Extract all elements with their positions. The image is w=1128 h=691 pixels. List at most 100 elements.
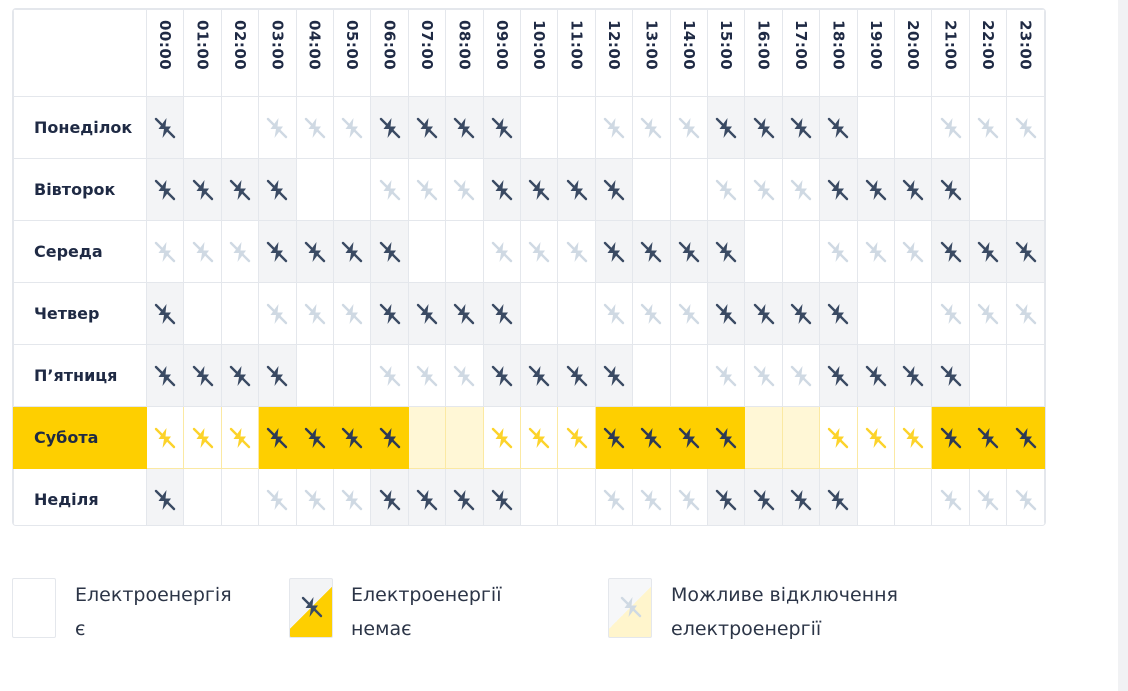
page-scrollbar[interactable] xyxy=(1118,0,1128,691)
power-on-cell xyxy=(407,220,447,283)
outage-cell xyxy=(445,468,484,525)
power-on-cell xyxy=(669,158,709,221)
possible-outage-icon xyxy=(752,364,776,388)
outage-cell xyxy=(594,406,634,469)
no-power-icon xyxy=(602,240,626,264)
power-on-cell xyxy=(856,468,896,525)
possible-outage-icon xyxy=(976,302,1000,326)
power-on-cell xyxy=(519,282,559,345)
possible-outage-cell xyxy=(519,220,559,283)
possible-outage-icon xyxy=(677,302,701,326)
possible-outage-icon xyxy=(527,426,551,450)
possible-outage-cell xyxy=(407,344,447,407)
possible-outage-icon xyxy=(228,240,252,264)
outage-cell xyxy=(931,220,970,283)
outage-cell xyxy=(856,158,896,221)
outage-cell xyxy=(370,406,409,469)
hour-label: 05:00 xyxy=(343,20,362,71)
outage-cell xyxy=(706,220,746,283)
outage-cell xyxy=(594,344,634,407)
outage-cell xyxy=(594,158,634,221)
no-power-icon xyxy=(826,488,850,512)
no-power-icon xyxy=(939,240,963,264)
possible-outage-cell xyxy=(856,220,896,283)
power-on-cell xyxy=(295,344,334,407)
no-power-icon xyxy=(527,364,551,388)
possible-outage-icon xyxy=(789,364,813,388)
no-power-icon xyxy=(864,178,888,202)
no-power-icon xyxy=(265,426,289,450)
possible-outage-icon xyxy=(789,178,813,202)
legend-power-on-line1: Електроенергія xyxy=(75,584,232,606)
legend-power-on-text: Електроенергія є xyxy=(75,578,232,646)
outage-cell xyxy=(819,158,858,221)
possible-outage-cell xyxy=(482,406,521,469)
hour-label: 00:00 xyxy=(156,20,175,71)
outage-cell xyxy=(819,96,858,159)
power-on-cell xyxy=(220,96,260,159)
header-corner xyxy=(13,9,147,97)
possible-outage-cell xyxy=(669,282,709,345)
outage-cell xyxy=(781,96,821,159)
outage-cell xyxy=(445,282,484,345)
outage-cell xyxy=(1006,406,1045,469)
no-power-icon xyxy=(191,364,215,388)
possible-outage-cell xyxy=(445,344,484,407)
no-power-icon xyxy=(714,116,738,140)
possible-outage-cell xyxy=(931,468,970,525)
no-power-icon xyxy=(714,426,738,450)
outage-cell xyxy=(819,468,858,525)
possible-outage-icon xyxy=(677,116,701,140)
hour-label: 22:00 xyxy=(979,20,998,71)
possible-outage-icon xyxy=(714,178,738,202)
no-power-icon xyxy=(228,178,252,202)
outage-cell xyxy=(145,96,185,159)
possible-outage-icon xyxy=(1014,116,1038,140)
possible-outage-icon xyxy=(452,364,476,388)
no-power-icon xyxy=(677,426,701,450)
possible-outage-cell xyxy=(706,344,746,407)
possible-outage-cell xyxy=(1006,282,1045,345)
hour-label: 15:00 xyxy=(717,20,736,71)
possible-outage-icon xyxy=(265,116,289,140)
hour-label: 06:00 xyxy=(380,20,399,71)
outage-cell xyxy=(258,406,297,469)
possible-outage-cell xyxy=(594,96,634,159)
possible-outage-icon xyxy=(939,302,963,326)
power-on-cell xyxy=(1006,158,1045,221)
hour-header: 07:00 xyxy=(407,9,447,97)
no-power-icon xyxy=(303,426,327,450)
legend-power-on-line2: є xyxy=(75,618,86,640)
outage-cell xyxy=(258,344,297,407)
outage-cell xyxy=(482,468,521,525)
possible-outage-icon xyxy=(303,116,327,140)
outage-cell xyxy=(931,406,970,469)
hour-header: 10:00 xyxy=(519,9,559,97)
no-power-icon xyxy=(378,488,402,512)
possible-outage-icon xyxy=(602,302,626,326)
hour-header: 08:00 xyxy=(445,9,484,97)
no-power-icon xyxy=(565,178,589,202)
no-power-icon xyxy=(378,116,402,140)
power-on-cell xyxy=(894,96,933,159)
outage-cell xyxy=(295,220,334,283)
outage-cell xyxy=(519,344,559,407)
possible-outage-icon xyxy=(826,240,850,264)
possible-outage-icon xyxy=(939,488,963,512)
hour-label: 04:00 xyxy=(305,20,324,71)
no-power-icon xyxy=(340,240,364,264)
power-on-cell xyxy=(183,282,222,345)
possible-outage-cell xyxy=(332,96,372,159)
hour-header: 05:00 xyxy=(332,9,372,97)
possible-outage-icon xyxy=(1014,302,1038,326)
outage-cell xyxy=(557,158,596,221)
outage-cell xyxy=(856,344,896,407)
no-power-icon xyxy=(826,178,850,202)
power-on-cell xyxy=(894,468,933,525)
no-power-icon xyxy=(153,178,177,202)
possible-outage-cell xyxy=(632,468,671,525)
no-power-icon xyxy=(976,240,1000,264)
outage-cell xyxy=(744,282,783,345)
power-on-cell xyxy=(856,96,896,159)
outage-cell xyxy=(407,468,447,525)
